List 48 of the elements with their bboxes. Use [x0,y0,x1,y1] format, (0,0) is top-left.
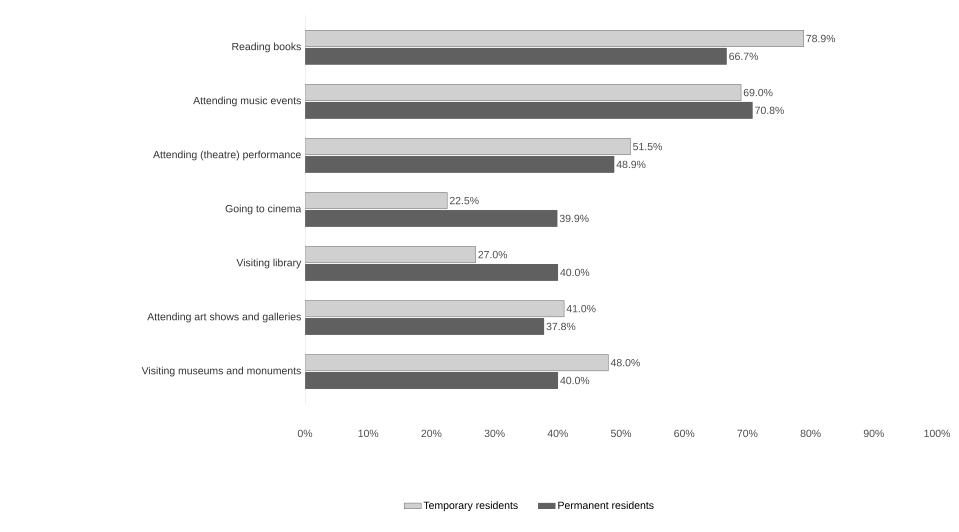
bar [305,354,609,372]
data-label: 40.0% [560,376,590,384]
x-tick-label: 80% [800,430,821,438]
data-label: 70.8% [755,106,784,114]
data-label: 27.0% [478,250,508,258]
legend-label: Temporary residents [424,501,518,512]
bar [305,48,727,65]
data-label: 48.9% [616,160,646,168]
bar [305,264,558,281]
bar [305,156,614,173]
data-label: 51.5% [633,142,662,150]
data-label: 39.9% [560,214,589,222]
legend-label: Permanent residents [558,501,654,510]
y-tick-label: Attending music events [193,96,301,106]
x-tick-label: 50% [610,430,632,438]
x-tick-label: 40% [548,430,568,438]
data-label: 78.9% [806,34,836,42]
bar [305,192,448,209]
data-label: 69.0% [744,88,773,96]
bar [305,30,804,47]
x-tick-label: 30% [484,430,505,438]
data-label: 22.5% [450,196,479,204]
y-tick-label: Visiting museums and monuments [142,366,301,376]
data-label: 48.0% [610,358,640,366]
bar [305,246,476,264]
data-label: 37.8% [546,322,576,330]
y-tick-label: Visiting library [236,258,302,268]
x-tick-label: 100% [924,430,950,438]
x-tick-label: 70% [737,430,758,438]
y-tick-label: Going to cinema [226,204,302,214]
y-tick-label: Reading books [232,42,301,52]
x-tick-label: 20% [421,430,442,438]
x-tick-label: 0% [298,430,312,438]
bar [305,300,564,318]
data-label: 40.0% [560,268,590,276]
bar [305,84,742,101]
data-label: 66.7% [729,52,758,60]
bar [305,138,631,155]
x-tick-label: 90% [864,430,884,438]
x-tick-label: 60% [674,430,694,438]
bar [305,102,753,119]
bar [305,210,558,227]
y-tick-label: Attending art shows and galleries [147,312,301,322]
y-tick-label: Attending (theatre) performance [153,150,301,160]
x-tick-label: 10% [358,430,378,438]
data-label: 41.0% [566,304,596,312]
bar [305,372,558,389]
bar [305,318,544,335]
